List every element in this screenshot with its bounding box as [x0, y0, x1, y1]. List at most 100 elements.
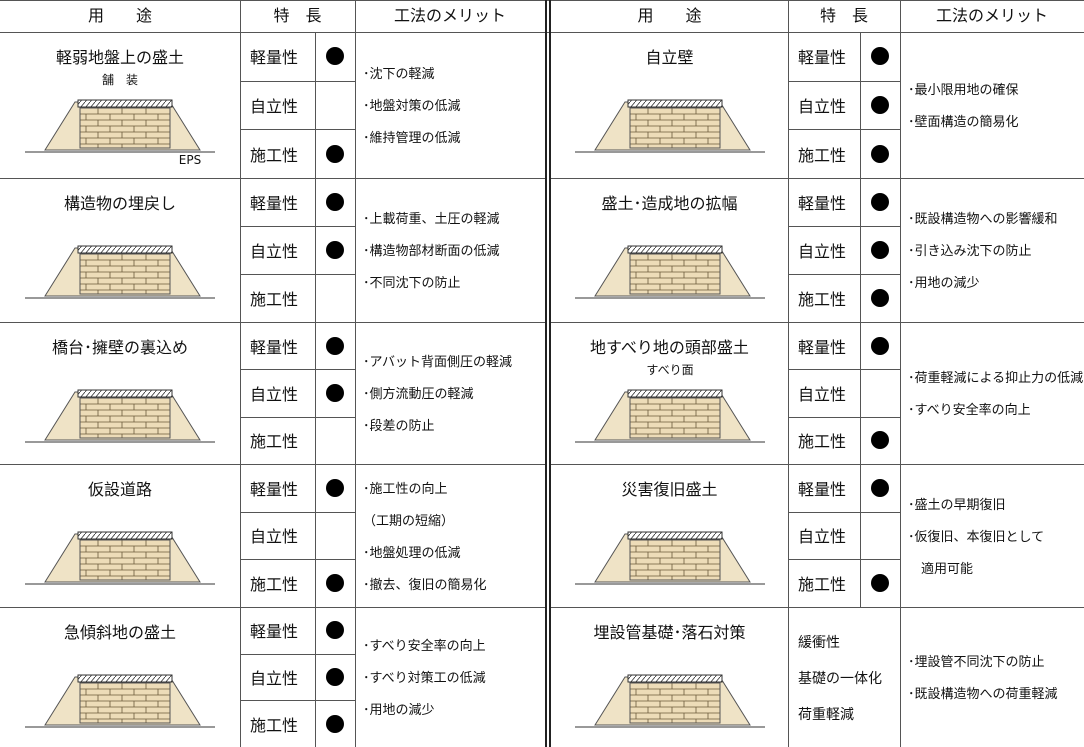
- feature-line: [788, 511, 900, 513]
- block: [629, 397, 720, 439]
- merit: ･上載荷重、土圧の軽減: [363, 212, 500, 227]
- row-line: [551, 322, 1084, 323]
- column-line: [355, 0, 356, 747]
- illustration: 舗 装 EPS: [25, 73, 215, 167]
- illustration: [25, 245, 215, 299]
- merit: ･最小限用地の確保: [908, 83, 1019, 98]
- merit: ･維持管理の低減: [363, 131, 461, 146]
- feature-name: 施工性: [250, 715, 299, 735]
- feature-name: 自立性: [798, 96, 847, 116]
- feature-name: 自立性: [250, 384, 299, 404]
- column-line: [900, 0, 901, 747]
- feature-name: 自立性: [798, 527, 847, 547]
- feature-name: 軽量性: [798, 337, 847, 357]
- block: [79, 397, 171, 439]
- feature-dot: [326, 193, 344, 211]
- feature-dot: [871, 431, 889, 450]
- header-cell: 工法のメリット: [393, 6, 506, 25]
- feature-name: 軽量性: [798, 194, 847, 213]
- row-line: [551, 178, 1084, 179]
- column-line: [315, 322, 316, 464]
- feature-dot: [871, 289, 889, 307]
- merit: ･地盤対策の低減: [363, 99, 461, 114]
- feature-name: 軽量性: [798, 48, 847, 68]
- merit: ･構造物部材断面の低減: [363, 244, 500, 259]
- header-line: [0, 32, 1084, 33]
- feature-name: 自立性: [798, 384, 847, 404]
- illustration: [574, 531, 765, 585]
- feature-name: 施工性: [250, 432, 299, 452]
- merit: ･盛土の早期復旧: [908, 497, 1006, 513]
- use-title: 軽弱地盤上の盛土: [55, 48, 184, 67]
- feature-dot: [871, 241, 889, 259]
- merit: ･アバット背面側圧の軽減: [363, 355, 512, 370]
- use-title: 埋設管基礎･落石対策: [593, 623, 746, 642]
- block: [629, 107, 720, 149]
- merit: （工期の短縮）: [363, 513, 455, 529]
- feature-dot: [326, 574, 344, 593]
- use-title: 地すべり地の頭部盛土: [590, 338, 749, 357]
- column-line: [788, 0, 789, 747]
- feature-name: 軽量性: [250, 479, 299, 499]
- header-cell: 用 途: [637, 6, 702, 25]
- illustration: すべり面: [574, 363, 765, 443]
- merit: ･荷重軽減による抑止力の低減: [908, 371, 1084, 386]
- feature-line: [788, 369, 900, 371]
- feature-line: [240, 559, 355, 561]
- feature-line: [240, 226, 355, 227]
- illustration-label: 舗 装: [102, 73, 138, 87]
- feature-name: 施工性: [250, 290, 299, 309]
- column-line: [860, 322, 861, 464]
- row-line: [0, 322, 545, 323]
- use-title: 仮設道路: [87, 480, 152, 499]
- feature-name: 施工性: [798, 575, 847, 595]
- merit: ･用地の減少: [363, 703, 435, 718]
- merit: ･地盤処理の低減: [363, 545, 461, 561]
- column-line: [315, 178, 316, 322]
- header-cell: 用 途: [87, 6, 152, 25]
- use-title: 橋台･擁壁の裏込め: [51, 338, 188, 357]
- feature-dot: [326, 621, 344, 640]
- feature-line: [240, 80, 355, 82]
- column-line: [860, 32, 861, 178]
- feature-name: 自立性: [798, 242, 847, 261]
- pavement: [77, 99, 173, 108]
- feature-dot: [326, 144, 344, 163]
- merit: ･既設構造物への荷重軽減: [908, 687, 1058, 702]
- feature-name: 基礎の一体化: [798, 671, 882, 687]
- feature-line: [788, 80, 900, 82]
- illustration: [574, 245, 765, 299]
- feature-dot: [326, 384, 344, 402]
- feature-line: [240, 700, 355, 702]
- block: [629, 539, 720, 581]
- divider: [549, 0, 551, 747]
- feature-dot: [871, 144, 889, 163]
- row-line: [551, 607, 1084, 608]
- pavement: [627, 674, 722, 683]
- feature-line: [788, 129, 900, 131]
- merit: ･引き込み沈下の防止: [908, 244, 1032, 259]
- feature-name: 自立性: [250, 242, 299, 261]
- column-line: [315, 32, 316, 178]
- feature-name: 自立性: [250, 96, 299, 116]
- feature-dot: [326, 241, 344, 259]
- use-title: 盛土･造成地の拡幅: [601, 194, 738, 213]
- feature-dot: [326, 714, 344, 733]
- block: [79, 107, 171, 149]
- merit: ･用地の減少: [908, 276, 980, 291]
- illustration-label: すべり面: [646, 363, 693, 377]
- merit: ･すべり安全率の向上: [908, 403, 1031, 418]
- merit: ･すべり安全率の向上: [363, 639, 486, 654]
- pavement: [627, 389, 722, 398]
- column-line: [315, 607, 316, 747]
- merit: ･施工性の向上: [363, 481, 448, 497]
- pavement: [627, 245, 722, 254]
- feature-dot: [871, 47, 889, 66]
- feature-name: 自立性: [250, 527, 299, 547]
- feature-name: 荷重軽減: [798, 707, 854, 723]
- feature-dot: [326, 336, 344, 355]
- pavement: [627, 531, 722, 540]
- column-line: [315, 464, 316, 607]
- merit: ･撤去、復旧の簡易化: [363, 577, 487, 593]
